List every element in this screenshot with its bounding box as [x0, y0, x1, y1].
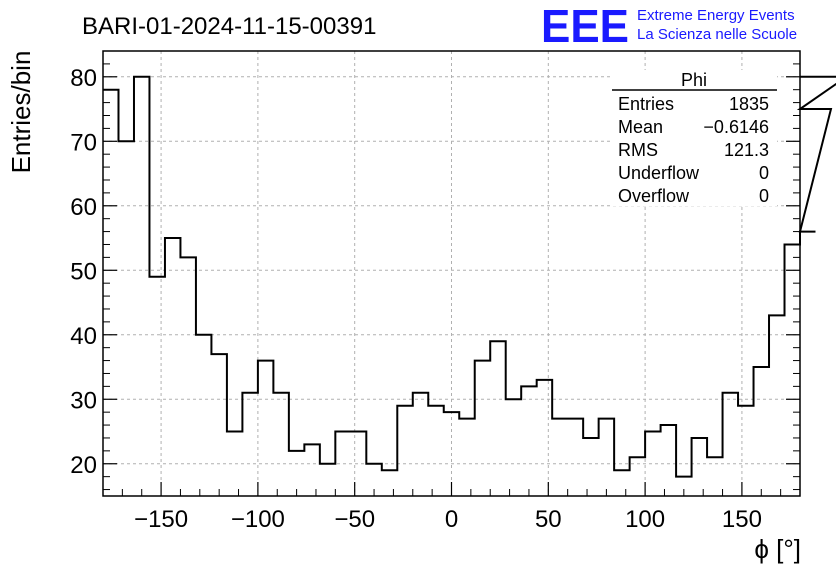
stats-row-value: −0.6146 [703, 117, 769, 137]
x-axis-label: ϕ [°] [754, 534, 801, 564]
stats-rows: Entries 1835 Mean −0.6146 RMS 121.3 Underflow 0… [618, 94, 769, 206]
stats-row-value: 121.3 [724, 140, 769, 160]
x-tick-label: 100 [625, 506, 665, 533]
x-tick-labels: −150 −100 −50 0 50 100 150 [134, 506, 762, 533]
stats-row-value: 0 [759, 163, 769, 183]
stats-row-label: Entries [618, 94, 674, 114]
y-tick-label: 50 [70, 258, 97, 285]
grid [103, 51, 800, 496]
stats-box-background [612, 70, 777, 206]
y-tick-label: 20 [70, 452, 97, 479]
stats-box: Phi Entries 1835 Mean −0.6146 RMS 121.3 Underf… [612, 70, 777, 206]
y-tick-label: 30 [70, 387, 97, 414]
x-tick-label: 50 [535, 506, 562, 533]
x-tick-label: −150 [134, 506, 188, 533]
y-tick-labels: 20 30 40 50 60 70 80 [70, 65, 97, 479]
x-tick-label: 0 [445, 506, 458, 533]
y-tick-label: 70 [70, 129, 97, 156]
x-tick-label: −100 [231, 506, 285, 533]
stats-row-label: Underflow [618, 163, 700, 183]
eee-logo-mark: EEE [541, 0, 629, 52]
y-axis-label: Entries/bin [6, 51, 36, 174]
x-tick-label: −50 [334, 506, 375, 533]
y-tick-label: 80 [70, 65, 97, 92]
stats-row-value: 0 [759, 186, 769, 206]
y-tick-label: 40 [70, 323, 97, 350]
stats-title: Phi [681, 70, 707, 90]
histogram-line [103, 75, 836, 478]
axis-ticks [102, 63, 801, 496]
stats-row-label: RMS [618, 140, 658, 160]
y-tick-label: 60 [70, 194, 97, 221]
chart-title: BARI-01-2024-11-15-00391 [82, 13, 376, 40]
stats-row-label: Mean [618, 117, 663, 137]
x-tick-label: 150 [722, 506, 762, 533]
logo-line-2: La Scienza nelle Scuole [637, 26, 797, 43]
stats-row-label: Overflow [618, 186, 690, 206]
stats-row-value: 1835 [729, 94, 769, 114]
logo-line-1: Extreme Energy Events [637, 7, 795, 24]
